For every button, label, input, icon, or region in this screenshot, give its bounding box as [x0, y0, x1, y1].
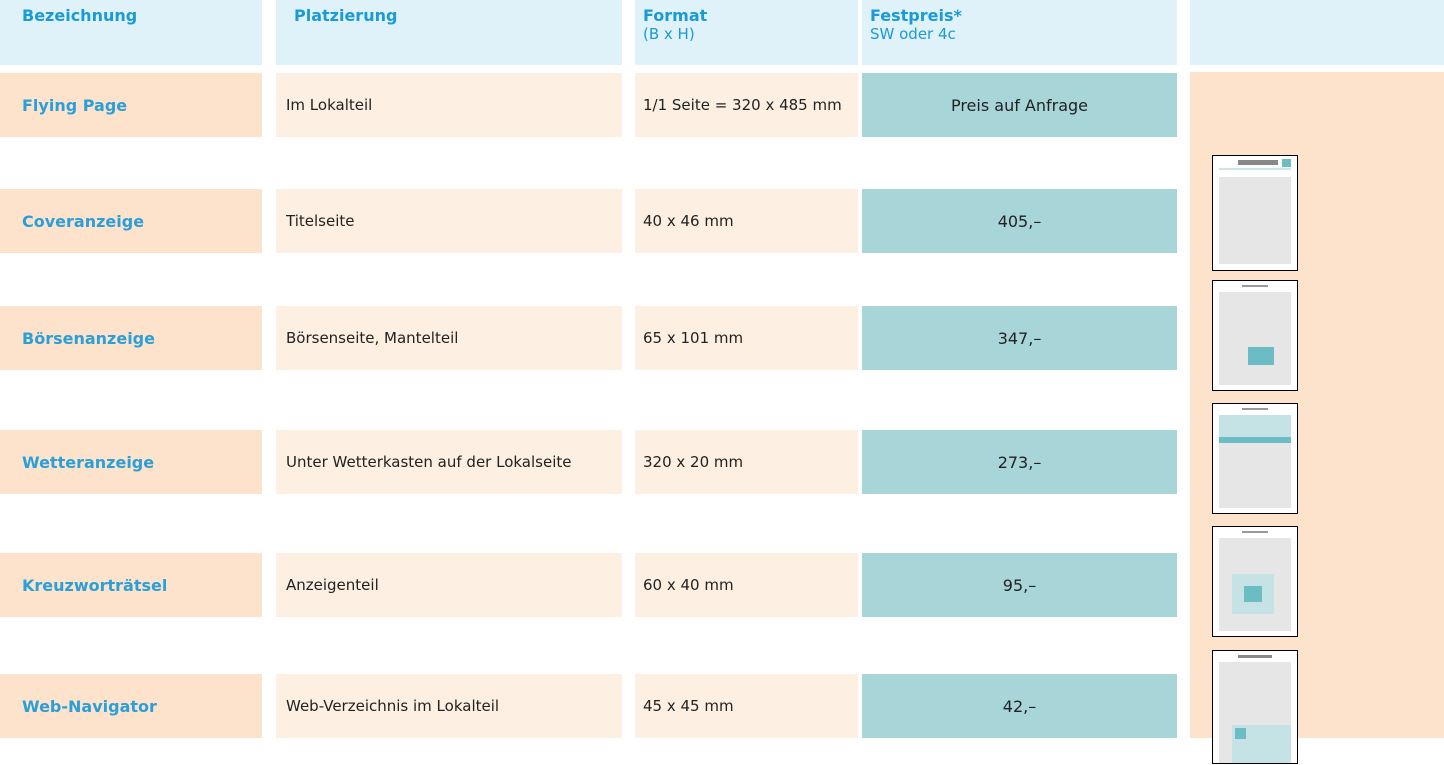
table-cell: Im Lokalteil — [276, 73, 622, 137]
row-name: Flying Page — [0, 73, 262, 137]
price-cell: Preis auf Anfrage — [862, 73, 1177, 137]
cell-text: Im Lokalteil — [286, 96, 622, 114]
column-title: Format — [643, 6, 858, 25]
table-cell: 40 x 46 mm — [635, 189, 858, 253]
column-title: Festpreis* — [870, 6, 1177, 25]
table-cell: 320 x 20 mm — [635, 430, 858, 494]
table-cell: 1/1 Seite = 320 x 485 mm — [635, 73, 858, 137]
column-subtitle: (B x H) — [643, 25, 858, 43]
thumbnail — [1212, 650, 1298, 764]
header-cell: Platzierung — [276, 0, 622, 65]
cell-text: Web-Verzeichnis im Lokalteil — [286, 697, 622, 715]
cell-text: 45 x 45 mm — [643, 697, 858, 715]
cell-text: Kreuzworträtsel — [22, 576, 262, 595]
table-cell: Anzeigenteil — [276, 553, 622, 617]
price-cell: 95,– — [862, 553, 1177, 617]
thumbnail — [1212, 403, 1298, 514]
cell-text: Flying Page — [22, 96, 262, 115]
table-cell: Börsenseite, Mantelteil — [276, 306, 622, 370]
table-cell: 45 x 45 mm — [635, 674, 858, 738]
cell-text: Anzeigenteil — [286, 576, 622, 594]
cell-text: 347,– — [998, 329, 1042, 348]
cell-text: 1/1 Seite = 320 x 485 mm — [643, 96, 858, 114]
table-cell: Web-Verzeichnis im Lokalteil — [276, 674, 622, 738]
header-cell: Format(B x H) — [635, 0, 858, 65]
row-name: Coveranzeige — [0, 189, 262, 253]
table-cell: Unter Wetterkasten auf der Lokalseite — [276, 430, 622, 494]
cell-text: Preis auf Anfrage — [951, 96, 1088, 115]
cell-text: 60 x 40 mm — [643, 576, 858, 594]
price-cell: 273,– — [862, 430, 1177, 494]
cell-text: Börsenseite, Mantelteil — [286, 329, 622, 347]
cell-text: Wetteranzeige — [22, 453, 262, 472]
column-title: Bezeichnung — [22, 6, 262, 25]
row-name: Web-Navigator — [0, 674, 262, 738]
cell-text: Börsenanzeige — [22, 329, 262, 348]
cell-text: 65 x 101 mm — [643, 329, 858, 347]
thumbnail — [1212, 526, 1298, 637]
thumbnail — [1212, 155, 1298, 271]
cell-text: 405,– — [998, 212, 1042, 231]
thumbnail — [1212, 280, 1298, 391]
cell-text: 320 x 20 mm — [643, 453, 858, 471]
header-cell: Festpreis*SW oder 4c — [862, 0, 1177, 65]
cell-text: Unter Wetterkasten auf der Lokalseite — [286, 453, 622, 471]
table-cell: 65 x 101 mm — [635, 306, 858, 370]
page: BezeichnungPlatzierungFormat(B x H)Festp… — [0, 0, 1444, 765]
header-cell — [1190, 0, 1444, 65]
price-cell: 347,– — [862, 306, 1177, 370]
cell-text: 42,– — [1003, 697, 1036, 716]
column-title: Platzierung — [294, 6, 622, 25]
table-cell: Titelseite — [276, 189, 622, 253]
cell-text: Web-Navigator — [22, 697, 262, 716]
cell-text: Titelseite — [286, 212, 622, 230]
price-cell: 42,– — [862, 674, 1177, 738]
price-cell: 405,– — [862, 189, 1177, 253]
cell-text: 95,– — [1003, 576, 1036, 595]
header-cell: Bezeichnung — [0, 0, 262, 65]
cell-text: 40 x 46 mm — [643, 212, 858, 230]
table-cell: 60 x 40 mm — [635, 553, 858, 617]
column-subtitle: SW oder 4c — [870, 25, 1177, 43]
cell-text: 273,– — [998, 453, 1042, 472]
row-name: Kreuzworträtsel — [0, 553, 262, 617]
row-name: Börsenanzeige — [0, 306, 262, 370]
cell-text: Coveranzeige — [22, 212, 262, 231]
row-name: Wetteranzeige — [0, 430, 262, 494]
